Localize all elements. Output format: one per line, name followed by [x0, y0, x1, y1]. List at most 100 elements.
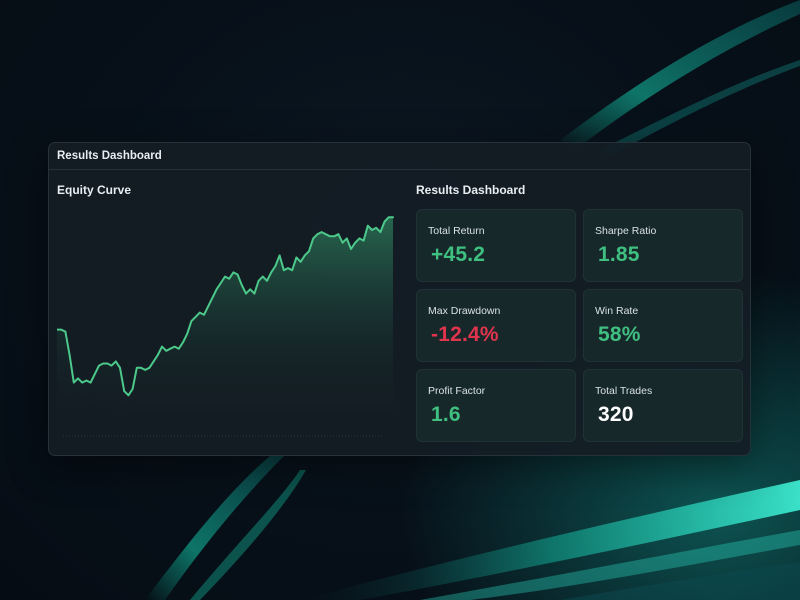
equity-data-point	[94, 373, 96, 375]
equity-data-point	[257, 280, 260, 282]
equity-data-point	[110, 364, 113, 367]
equity-data-point	[316, 233, 319, 235]
equity-data-point	[123, 390, 125, 392]
metrics-grid: Total Return +45.2 Sharpe Ratio 1.85 Max…	[416, 209, 746, 442]
equity-data-point	[379, 231, 382, 233]
equity-data-point	[194, 316, 197, 318]
equity-data-point	[161, 345, 163, 348]
metric-card-profit-factor[interactable]: Profit Factor 1.6	[416, 369, 576, 442]
equity-data-point	[392, 216, 394, 218]
equity-data-point	[236, 273, 239, 276]
equity-data-point	[186, 333, 188, 335]
equity-data-point	[232, 271, 235, 274]
equity-data-point	[262, 275, 264, 278]
equity-data-point	[278, 254, 281, 257]
metric-label: Total Trades	[595, 385, 653, 397]
equity-data-point	[89, 381, 92, 384]
equity-curve-chart[interactable]	[57, 203, 397, 445]
results-dashboard-window: Results Dashboard Equity Curve Results D…	[48, 142, 751, 456]
metric-card-total-trades[interactable]: Total Trades 320	[583, 369, 743, 442]
equity-data-point	[329, 235, 331, 238]
equity-area-fill	[57, 217, 393, 425]
equity-data-point	[228, 277, 230, 280]
equity-data-point	[245, 292, 247, 295]
equity-data-point	[253, 292, 256, 295]
metric-label: Max Drawdown	[428, 305, 501, 317]
metric-value: 1.6	[431, 403, 461, 426]
equity-data-point	[320, 231, 323, 233]
equity-data-point	[157, 354, 159, 356]
equity-data-point	[102, 362, 104, 365]
window-title: Results Dashboard	[57, 150, 162, 162]
equity-data-point	[207, 305, 209, 308]
metric-card-max-drawdown[interactable]: Max Drawdown -12.4%	[416, 289, 576, 362]
metric-value: 1.85	[598, 243, 640, 266]
equity-data-point	[81, 381, 83, 384]
equity-data-point	[215, 288, 218, 291]
equity-data-point	[68, 354, 71, 356]
metric-label: Total Return	[428, 225, 485, 237]
equity-data-point	[287, 267, 289, 269]
equity-data-point	[266, 280, 268, 282]
metric-label: Win Rate	[595, 305, 639, 317]
equity-data-point	[57, 328, 58, 331]
metric-value: -12.4%	[431, 323, 499, 346]
equity-data-point	[337, 233, 340, 235]
equity-data-point	[148, 367, 151, 369]
equity-data-point	[224, 275, 226, 278]
equity-data-point	[165, 350, 167, 352]
equity-data-point	[354, 241, 357, 244]
metric-card-total-return[interactable]: Total Return +45.2	[416, 209, 576, 282]
equity-curve-title: Equity Curve	[57, 183, 132, 197]
equity-data-point	[283, 269, 285, 271]
equity-data-point	[220, 282, 222, 284]
equity-data-point	[144, 369, 146, 371]
equity-data-point	[106, 362, 109, 365]
equity-data-point	[85, 379, 88, 382]
equity-data-point	[136, 367, 138, 369]
equity-data-point	[249, 288, 251, 291]
metric-card-win-rate[interactable]: Win Rate 58%	[583, 289, 743, 362]
equity-data-point	[131, 388, 134, 390]
equity-data-point	[312, 237, 314, 240]
window-title-bar: Results Dashboard	[49, 143, 750, 170]
equity-data-point	[190, 320, 193, 322]
equity-data-point	[211, 297, 214, 299]
metric-label: Profit Factor	[428, 385, 486, 397]
equity-data-point	[199, 311, 201, 314]
equity-data-point	[173, 345, 176, 348]
equity-data-point	[178, 347, 180, 350]
equity-data-point	[119, 367, 121, 369]
equity-data-point	[77, 377, 79, 380]
metrics-section: Results Dashboard Total Return +45.2 Sha…	[416, 183, 746, 445]
equity-data-point	[274, 265, 277, 267]
equity-data-point	[341, 241, 344, 244]
metric-value: +45.2	[431, 243, 486, 266]
equity-data-point	[362, 239, 365, 242]
equity-data-point	[127, 394, 130, 397]
equity-data-point	[304, 254, 306, 257]
equity-data-point	[333, 235, 336, 238]
equity-data-point	[371, 229, 373, 231]
equity-data-point	[60, 328, 62, 331]
equity-data-point	[115, 360, 117, 363]
equity-data-point	[241, 284, 243, 286]
equity-data-point	[182, 341, 184, 344]
metric-value: 320	[598, 403, 634, 426]
metrics-title: Results Dashboard	[416, 183, 526, 197]
equity-data-point	[64, 330, 67, 333]
equity-data-point	[73, 381, 75, 384]
equity-data-point	[346, 237, 348, 240]
equity-data-point	[388, 216, 390, 218]
equity-curve-section: Equity Curve	[57, 183, 397, 445]
equity-data-point	[325, 233, 327, 235]
equity-data-point	[169, 347, 172, 350]
metric-card-sharpe-ratio[interactable]: Sharpe Ratio 1.85	[583, 209, 743, 282]
equity-data-point	[295, 256, 298, 259]
equity-data-point	[383, 220, 386, 223]
metric-value: 58%	[598, 323, 641, 346]
equity-data-point	[299, 261, 302, 263]
equity-data-point	[140, 367, 142, 369]
metric-label: Sharpe Ratio	[595, 225, 657, 237]
